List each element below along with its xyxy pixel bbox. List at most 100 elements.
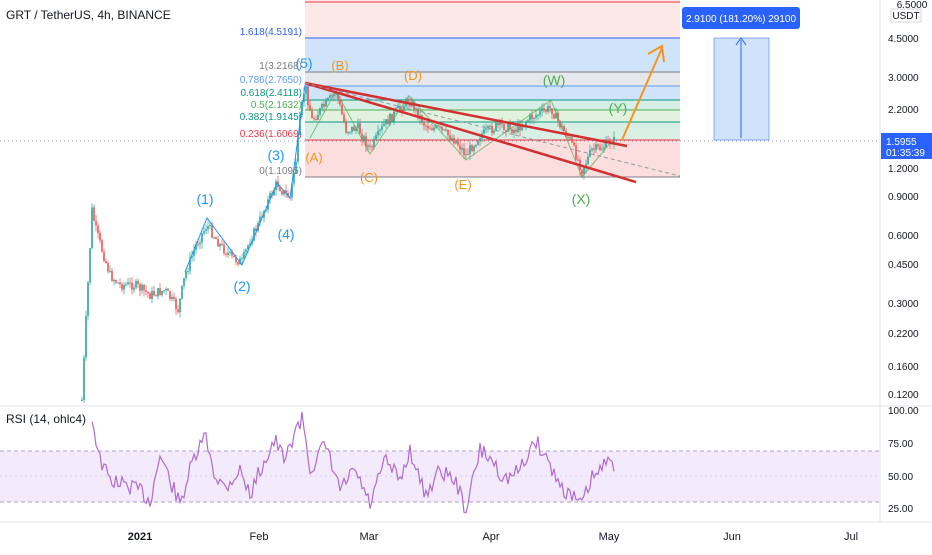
candle-body	[181, 285, 183, 299]
rsi-tick: 100.00	[888, 406, 919, 417]
candle-body	[397, 105, 399, 109]
price-axis[interactable]: 6.5000 USDT 4.5000 3.0000 2.2000 1.2000 …	[881, 0, 932, 515]
fib-label-0236: 0.236(1.6069)	[240, 129, 302, 140]
candle-body	[413, 101, 415, 111]
candle-body	[111, 270, 113, 281]
candle-body	[189, 257, 191, 271]
candle-body	[187, 270, 189, 272]
candle-body	[379, 129, 381, 131]
candle-body	[205, 229, 207, 231]
candle-body	[327, 97, 329, 100]
candle-body	[373, 138, 375, 148]
candle-body	[531, 114, 533, 120]
candle-body	[85, 315, 87, 358]
candle-body	[465, 154, 467, 155]
candle-body	[325, 99, 327, 107]
candle-body	[315, 119, 317, 120]
candle-body	[563, 125, 565, 131]
rsi-tick: 75.00	[888, 439, 913, 450]
candle-body	[183, 278, 185, 286]
candle-body	[513, 129, 515, 134]
candle-body	[317, 114, 319, 120]
current-price-tag	[881, 133, 932, 159]
candle-body	[159, 288, 161, 295]
price-tick: 0.3000	[888, 299, 919, 310]
candle-body	[479, 138, 481, 141]
candle-body	[471, 145, 473, 152]
rsi-pane[interactable]	[0, 411, 880, 514]
candle-body	[429, 128, 431, 130]
candle-body	[149, 293, 151, 299]
rsi-line	[91, 411, 615, 514]
candle-body	[519, 123, 521, 131]
fib-label-0382: 0.382(1.9145)	[240, 112, 302, 123]
candle-body	[233, 255, 235, 258]
candle-body	[337, 93, 339, 100]
candle-body	[227, 252, 229, 255]
candle-body	[229, 251, 231, 253]
candle-body	[179, 298, 181, 313]
elliott-waves[interactable]: (1) (2) (3) (4) (5) (A) (B) (C) (D) (E) …	[184, 44, 681, 294]
candle-body	[597, 144, 599, 147]
candle-body	[485, 128, 487, 130]
candle-body	[351, 126, 353, 132]
candle-body	[387, 119, 389, 125]
candle-body	[453, 138, 455, 144]
candle-body	[605, 139, 607, 148]
candle-body	[107, 263, 109, 272]
candle-body	[305, 86, 307, 94]
candle-body	[533, 118, 535, 120]
candle-body	[203, 231, 205, 234]
candle-body	[83, 357, 85, 400]
lower-trendline	[304, 81, 637, 184]
candle-body	[475, 144, 477, 147]
candle-body	[589, 150, 591, 157]
candle-body	[437, 125, 439, 127]
candle-body	[399, 105, 401, 109]
fib-zone-1	[305, 72, 680, 86]
candle-body	[319, 108, 321, 115]
candle-body	[173, 296, 175, 299]
candle-body	[207, 226, 209, 230]
candle-body	[135, 280, 137, 288]
measure-label-box	[682, 7, 800, 29]
candle-body	[133, 287, 135, 290]
candle-body	[97, 225, 99, 233]
wave-label-x: (X)	[572, 191, 591, 207]
candle-body	[195, 244, 197, 251]
fib-retracement[interactable]: 1.618(4.5191) 1(3.2168) 0.786(2.7650) 0.…	[0, 0, 880, 178]
candle-body	[577, 159, 579, 161]
candle-body	[339, 99, 341, 105]
price-range-measure[interactable]: 2.9100 (181.20%) 29100	[682, 7, 800, 141]
candle-body	[553, 114, 555, 119]
candle-body	[575, 145, 577, 160]
candle-body	[389, 113, 391, 125]
candle-body	[433, 127, 435, 131]
candle-body	[473, 146, 475, 152]
fib-label-0618: 0.618(2.4118)	[240, 88, 302, 99]
candle-body	[393, 111, 395, 122]
candle-body	[331, 95, 333, 97]
fib-zone-1618	[305, 38, 680, 72]
currency-box	[890, 8, 922, 23]
price-tick: 0.1200	[888, 390, 919, 401]
candle-body	[247, 245, 249, 250]
candle-body	[161, 290, 163, 295]
candle-body	[309, 104, 311, 111]
time-axis[interactable]: 2021 Feb Mar Apr May Jun Jul	[128, 531, 858, 543]
wave-label-4: (4)	[277, 226, 294, 242]
candle-body	[425, 125, 427, 127]
currency-label: USDT	[892, 11, 919, 22]
candle-body	[571, 137, 573, 143]
wave-label-y: (Y)	[609, 100, 628, 116]
candle-body	[167, 288, 169, 291]
candle-body	[225, 253, 227, 255]
candle-body	[163, 290, 165, 292]
time-label: Apr	[482, 531, 499, 543]
candle-body	[545, 110, 547, 112]
candle-body	[217, 239, 219, 247]
candle-body	[457, 141, 459, 146]
candle-body	[165, 288, 167, 291]
